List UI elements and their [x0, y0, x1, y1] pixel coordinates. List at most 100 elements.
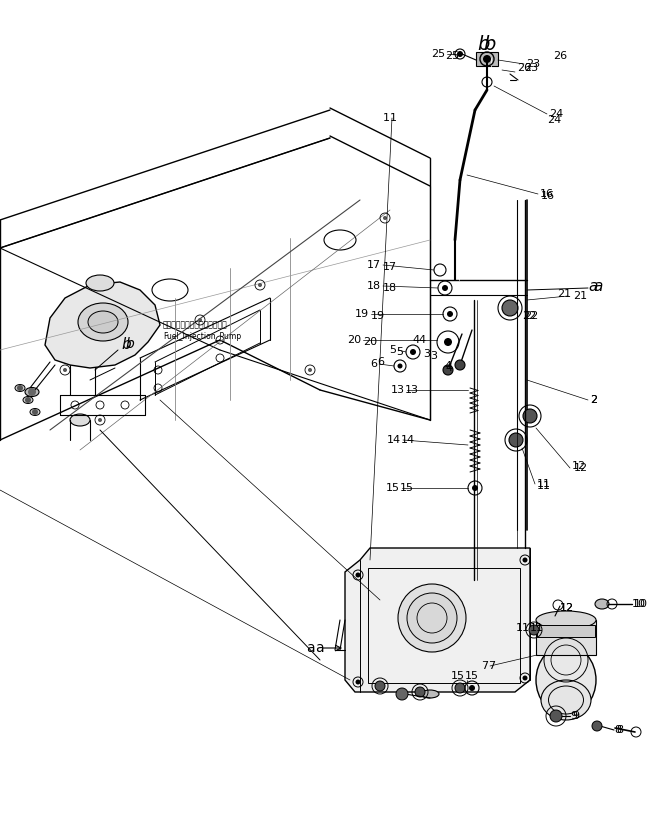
Text: 15: 15	[386, 483, 400, 493]
Text: フェルインジェクションポンプ: フェルインジェクションポンプ	[163, 320, 228, 329]
Text: 25: 25	[431, 49, 445, 59]
Ellipse shape	[536, 645, 596, 715]
Text: 21: 21	[557, 289, 571, 299]
Text: 23: 23	[524, 63, 538, 73]
Circle shape	[375, 681, 385, 691]
Text: 9: 9	[572, 711, 579, 721]
Text: b: b	[477, 34, 489, 54]
Text: 14: 14	[387, 435, 401, 445]
Circle shape	[398, 363, 402, 368]
Circle shape	[455, 683, 465, 693]
Circle shape	[523, 676, 528, 680]
Text: 4: 4	[444, 361, 451, 371]
Text: 5: 5	[389, 345, 396, 355]
Text: 26: 26	[517, 63, 531, 73]
Ellipse shape	[25, 388, 39, 397]
Circle shape	[443, 365, 453, 375]
Ellipse shape	[15, 385, 25, 392]
Circle shape	[455, 360, 465, 370]
Text: b: b	[483, 34, 495, 54]
Text: a: a	[593, 279, 602, 293]
Ellipse shape	[23, 397, 33, 403]
Circle shape	[308, 368, 312, 372]
Circle shape	[523, 409, 537, 423]
Ellipse shape	[88, 311, 118, 333]
Ellipse shape	[541, 680, 591, 720]
Ellipse shape	[70, 414, 90, 426]
Text: 20: 20	[363, 337, 377, 347]
Text: b: b	[126, 337, 135, 351]
Circle shape	[447, 311, 453, 317]
Text: 11: 11	[516, 623, 530, 633]
Text: 22: 22	[522, 311, 536, 321]
Circle shape	[529, 625, 539, 635]
Circle shape	[410, 349, 416, 355]
Text: 24: 24	[547, 115, 561, 125]
Text: 1: 1	[383, 113, 390, 123]
Circle shape	[396, 688, 408, 700]
Text: 19: 19	[371, 311, 385, 321]
Circle shape	[483, 55, 491, 63]
Text: 12: 12	[574, 463, 588, 473]
Polygon shape	[345, 548, 530, 692]
Text: 12: 12	[572, 461, 586, 471]
Bar	[368, 568, 520, 683]
Circle shape	[25, 397, 31, 403]
Circle shape	[356, 680, 360, 685]
Text: 24: 24	[549, 109, 563, 119]
Bar	[476, 52, 498, 66]
Text: 19: 19	[355, 309, 369, 319]
Circle shape	[32, 409, 38, 415]
Ellipse shape	[398, 584, 466, 652]
Text: 3: 3	[423, 349, 430, 359]
Ellipse shape	[595, 599, 609, 609]
Circle shape	[98, 418, 102, 422]
Text: 15: 15	[400, 483, 414, 493]
Circle shape	[457, 51, 463, 57]
Text: 16: 16	[540, 189, 554, 199]
Text: 22: 22	[524, 311, 538, 321]
Text: 7: 7	[481, 661, 488, 671]
Circle shape	[469, 685, 475, 691]
Text: 6: 6	[370, 359, 377, 369]
Text: 17: 17	[383, 262, 397, 272]
Circle shape	[198, 318, 202, 322]
Bar	[536, 620, 596, 655]
Text: 3: 3	[430, 351, 437, 361]
Ellipse shape	[30, 408, 40, 415]
Text: Fuel_Injection_Pump: Fuel_Injection_Pump	[163, 332, 241, 341]
Text: b: b	[121, 337, 131, 351]
Text: 25: 25	[445, 51, 459, 61]
Circle shape	[63, 368, 67, 372]
Circle shape	[523, 558, 528, 563]
Text: a: a	[315, 641, 324, 655]
Ellipse shape	[78, 303, 128, 341]
Text: 9: 9	[570, 711, 577, 721]
Text: 13: 13	[391, 385, 405, 395]
Text: 8: 8	[614, 725, 621, 735]
Ellipse shape	[536, 611, 596, 629]
Text: 20: 20	[347, 335, 361, 345]
Circle shape	[509, 433, 523, 447]
Bar	[537, 625, 595, 637]
Circle shape	[17, 385, 23, 391]
Circle shape	[472, 485, 478, 491]
Text: 2: 2	[590, 395, 597, 405]
Text: 16: 16	[541, 191, 555, 201]
Circle shape	[28, 388, 36, 396]
Circle shape	[415, 687, 425, 697]
Text: 7: 7	[488, 661, 495, 671]
Circle shape	[383, 216, 387, 220]
Text: 2: 2	[590, 395, 597, 405]
Text: 15: 15	[465, 671, 479, 681]
Text: 4: 4	[445, 363, 452, 373]
Text: 12: 12	[560, 603, 574, 613]
Circle shape	[442, 285, 448, 291]
Text: 11: 11	[537, 481, 551, 491]
Text: a: a	[306, 641, 315, 655]
Text: 15: 15	[451, 671, 465, 681]
Text: 4: 4	[413, 335, 420, 345]
Text: 12: 12	[560, 603, 574, 613]
Text: 8: 8	[616, 725, 623, 735]
Circle shape	[356, 572, 360, 577]
